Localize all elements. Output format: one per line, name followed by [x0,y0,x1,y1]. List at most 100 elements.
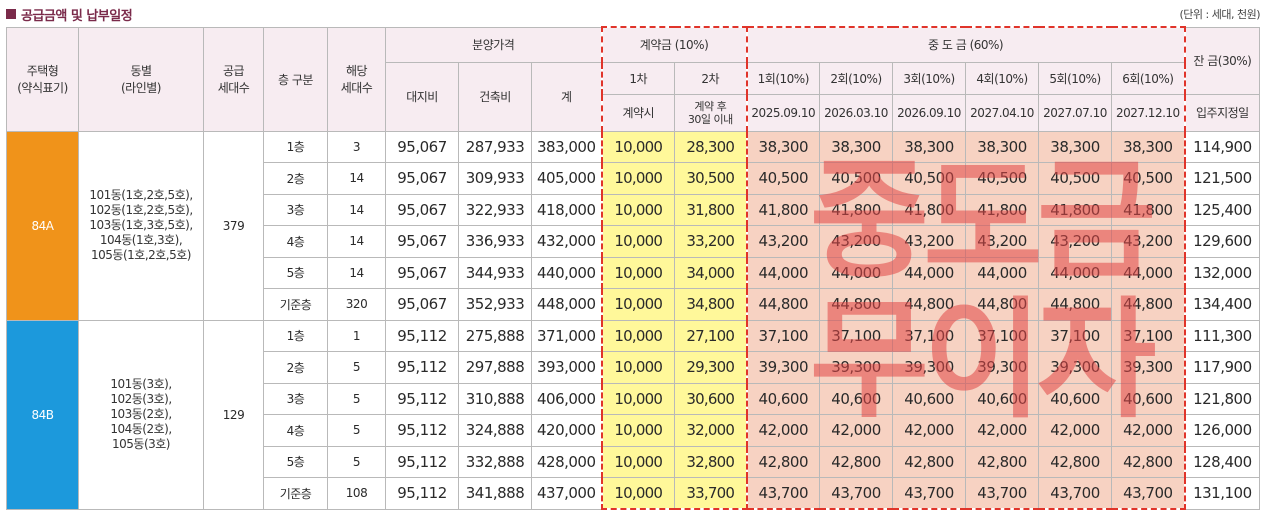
units-cell: 3 [327,130,386,163]
floor-cell: 2층 [263,351,328,384]
land-price-cell: 95,067 [385,193,459,226]
building-price-cell: 322,933 [458,193,532,226]
interim-1-cell: 43,200 [745,225,821,258]
interim-1-cell: 42,000 [745,414,821,447]
table-row: 5층 14 95,067 344,933 440,000 10,000 34,000 44,0… [7,256,1261,289]
interim-6-cell: 44,000 [1111,256,1186,289]
units-cell: 14 [327,193,386,226]
building-price-cell: 297,888 [458,351,532,384]
interim-4-cell: 43,700 [965,477,1040,510]
balance-cell: 131,100 [1184,477,1261,510]
header-building: 건축비 [458,61,532,132]
total-price-cell: 440,000 [530,256,603,289]
interim-4-cell: 40,600 [965,382,1040,415]
dong-line: 102동(1호,2호,5호), [89,203,193,217]
deposit-2-cell: 30,500 [674,162,748,195]
total-price-cell: 420,000 [530,414,603,447]
table-row: 3층 5 95,112 310,888 406,000 10,000 30,600 40,60… [7,382,1261,415]
header-interim-5: 5회(10%) [1038,61,1113,95]
deposit-2-cell: 32,000 [674,414,748,447]
balance-cell: 126,000 [1184,414,1261,447]
balance-cell: 128,400 [1184,445,1261,478]
header-interim-4: 4회(10%) [965,61,1040,95]
interim-4-cell: 37,100 [965,319,1040,352]
deposit-2-cell: 34,800 [674,288,748,321]
interim-3-cell: 40,500 [892,162,967,195]
interim-6-cell: 39,300 [1111,351,1186,384]
interim-4-cell: 40,500 [965,162,1040,195]
header-interim-1: 1회(10%) [745,61,821,95]
header-interim-6: 6회(10%) [1111,61,1186,95]
building-price-cell: 310,888 [458,382,532,415]
interim-3-cell: 43,700 [892,477,967,510]
building-price-cell: 275,888 [458,319,532,352]
dong-line: 103동(2호), [110,407,172,421]
deposit-2-cell: 31,800 [674,193,748,226]
interim-5-cell: 44,800 [1038,288,1113,321]
section-title-text: 공급금액 및 납부일정 [21,8,133,24]
total-price-cell: 448,000 [530,288,603,321]
dong-line: 101동(3호), [110,377,172,391]
balance-cell: 114,900 [1184,130,1261,163]
header-interim-date-3: 2026.09.10 [892,93,967,132]
floor-cell: 4층 [263,225,328,258]
interim-6-cell: 44,800 [1111,288,1186,321]
interim-6-cell: 40,500 [1111,162,1186,195]
land-price-cell: 95,067 [385,162,459,195]
deposit-1-cell: 10,000 [600,193,676,226]
interim-4-cell: 42,000 [965,414,1040,447]
header-deposit-1: 1차 [600,61,676,95]
header-deposit-2-when: 계약 후 30일 이내 [674,93,748,132]
deposit-2-cell: 33,200 [674,225,748,258]
land-price-cell: 95,112 [385,382,459,415]
header-land: 대지비 [385,61,459,132]
interim-6-cell: 43,700 [1111,477,1186,510]
deposit-2-cell: 32,800 [674,445,748,478]
supply-units-cell: 129 [203,319,264,510]
interim-1-cell: 42,800 [745,445,821,478]
balance-cell: 117,900 [1184,351,1261,384]
interim-5-cell: 44,000 [1038,256,1113,289]
land-price-cell: 95,067 [385,256,459,289]
interim-2-cell: 41,800 [819,193,894,226]
interim-2-cell: 42,800 [819,445,894,478]
header-balance: 잔 금(30%) [1184,26,1261,95]
interim-4-cell: 44,000 [965,256,1040,289]
units-cell: 14 [327,256,386,289]
deposit-1-cell: 10,000 [600,382,676,415]
dong-line: 104동(1호,3호), [99,233,183,247]
interim-1-cell: 44,000 [745,256,821,289]
deposit-1-cell: 10,000 [600,319,676,352]
interim-2-cell: 39,300 [819,351,894,384]
land-price-cell: 95,112 [385,445,459,478]
interim-5-cell: 43,700 [1038,477,1113,510]
interim-5-cell: 39,300 [1038,351,1113,384]
interim-1-cell: 38,300 [745,130,821,163]
interim-3-cell: 40,600 [892,382,967,415]
interim-3-cell: 43,200 [892,225,967,258]
floor-cell: 4층 [263,414,328,447]
interim-2-cell: 40,600 [819,382,894,415]
units-cell: 5 [327,414,386,447]
building-price-cell: 287,933 [458,130,532,163]
total-price-cell: 437,000 [530,477,603,510]
floor-cell: 기준층 [263,477,328,510]
interim-2-cell: 44,800 [819,288,894,321]
deposit-2-cell: 34,000 [674,256,748,289]
interim-6-cell: 43,200 [1111,225,1186,258]
interim-1-cell: 43,700 [745,477,821,510]
deposit-1-cell: 10,000 [600,288,676,321]
price-schedule-table: 주택형 (약식표기) 동별 (라인별) 공급 세대수 층 구분 해당 세대수 분양가격 … [6,26,1261,510]
land-price-cell: 95,112 [385,351,459,384]
interim-4-cell: 39,300 [965,351,1040,384]
table-row: 4층 5 95,112 324,888 420,000 10,000 32,000 42,00… [7,414,1261,447]
floor-cell: 5층 [263,256,328,289]
interim-4-cell: 41,800 [965,193,1040,226]
interim-5-cell: 43,200 [1038,225,1113,258]
deposit-1-cell: 10,000 [600,477,676,510]
deposit-2-cell: 28,300 [674,130,748,163]
deposit-1-cell: 10,000 [600,256,676,289]
table-row: 84B 101동(3호), 102동(3호), 103동(2호), 104동(2호), 1… [6,319,1261,510]
interim-2-cell: 38,300 [819,130,894,163]
interim-1-cell: 44,800 [745,288,821,321]
